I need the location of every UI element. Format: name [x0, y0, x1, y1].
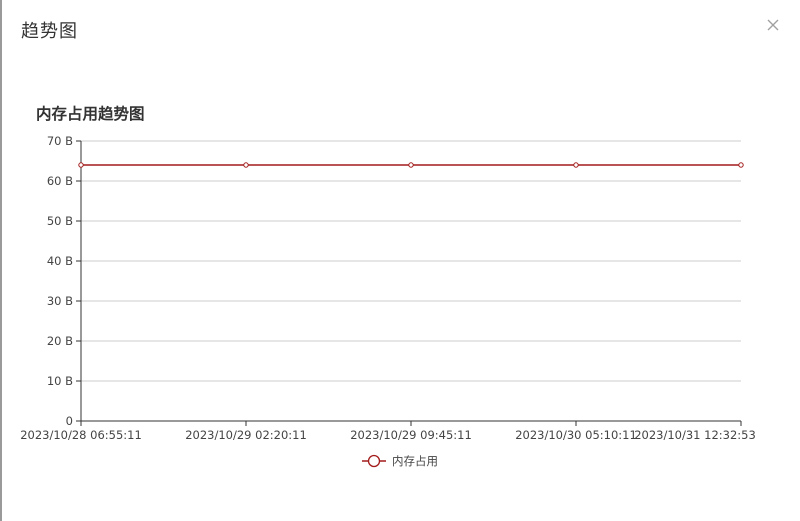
y-tick-label: 40 B: [47, 254, 73, 268]
y-tick-label: 20 B: [47, 334, 73, 348]
data-point: [408, 162, 414, 168]
y-tick-label: 0: [66, 414, 73, 428]
y-tick-label: 10 B: [47, 374, 73, 388]
axes: [76, 140, 742, 426]
chart-title: 内存占用趋势图: [36, 104, 145, 123]
y-tick-label: 30 B: [47, 294, 73, 308]
data-point: [738, 162, 744, 168]
legend-label: 内存占用: [392, 454, 438, 468]
dialog-left-border: [0, 0, 2, 521]
chart-svg: 内存占用趋势图 0 10 B 20 B 30 B 40 B 50 B 60 B 70 B 202…: [20, 104, 756, 468]
dialog-title: 趋势图: [21, 21, 78, 42]
legend-circle-marker: [367, 454, 381, 468]
data-point: [573, 162, 579, 168]
y-tick-label: 50 B: [47, 214, 73, 228]
data-point: [243, 162, 249, 168]
x-tick-label: 2023/10/29 09:45:11: [350, 428, 472, 442]
y-tick-label: 60 B: [47, 174, 73, 188]
x-tick-label: 2023/10/31 12:32:53: [634, 428, 756, 442]
x-tick-label: 2023/10/30 05:10:11: [515, 428, 637, 442]
x-tick-label: 2023/10/28 06:55:11: [20, 428, 142, 442]
x-tick-label: 2023/10/29 02:20:11: [185, 428, 307, 442]
close-button[interactable]: [762, 14, 784, 36]
tick-labels: 0 10 B 20 B 30 B 40 B 50 B 60 B 70 B 2023/10/28 …: [20, 134, 756, 442]
series-layer: [78, 162, 744, 168]
grid-lines: [81, 140, 741, 382]
y-tick-label: 70 B: [47, 134, 73, 148]
trend-chart: 内存占用趋势图 0 10 B 20 B 30 B 40 B 50 B 60 B 70 B 202…: [0, 95, 800, 485]
data-point: [78, 162, 84, 168]
close-icon: [767, 19, 779, 31]
legend[interactable]: 内存占用: [362, 454, 438, 468]
